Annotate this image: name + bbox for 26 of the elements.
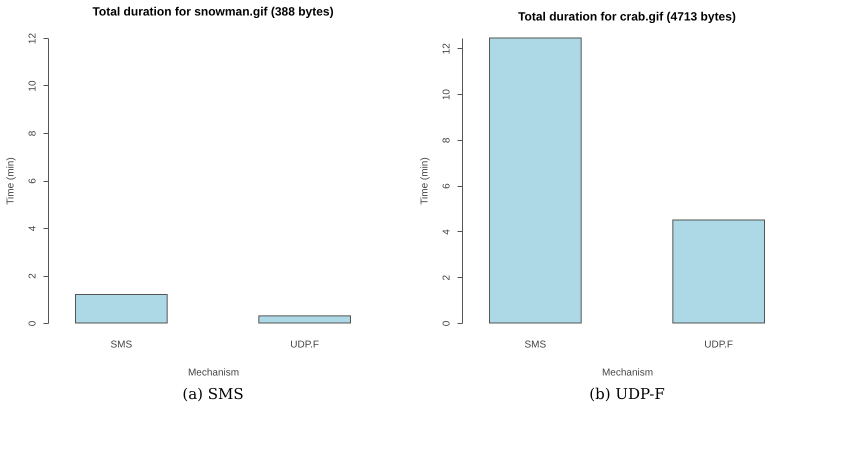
x-tick-label: UDP.F xyxy=(290,340,320,350)
y-tick-label: 8 xyxy=(28,130,38,136)
y-axis-title: Time (min) xyxy=(420,157,430,205)
x-tick-label: SMS xyxy=(110,340,132,350)
y-axis-title: Time (min) xyxy=(6,157,16,205)
x-tick-label: UDP.F xyxy=(704,340,734,350)
y-tick-label: 12 xyxy=(442,42,452,54)
y-tick-label: 0 xyxy=(442,320,452,326)
y-tick-label: 10 xyxy=(442,88,452,100)
text: (b) UDP-F xyxy=(589,385,665,403)
x-axis-title: Mechanism xyxy=(188,368,240,378)
y-tick-label: 2 xyxy=(28,272,38,279)
chart-title: Total duration for snowman.gif (388 bytes) xyxy=(92,4,334,18)
y-tick-label: 6 xyxy=(28,178,38,184)
y-tick-label: 4 xyxy=(442,228,452,235)
x-tick-label: SMS xyxy=(524,340,546,350)
y-tick-label: 6 xyxy=(442,182,452,189)
y-tick-label: 10 xyxy=(28,80,38,92)
x-axis-title: Mechanism xyxy=(602,368,654,378)
text: (a) SMS xyxy=(182,385,244,403)
y-tick-label: 2 xyxy=(442,274,452,280)
y-tick-label: 8 xyxy=(442,137,452,144)
y-tick-label: 0 xyxy=(28,320,38,326)
chart-title: Total duration for crab.gif (4713 bytes) xyxy=(518,10,736,24)
y-tick-label: 4 xyxy=(28,225,38,232)
y-tick-label: 12 xyxy=(28,32,38,44)
